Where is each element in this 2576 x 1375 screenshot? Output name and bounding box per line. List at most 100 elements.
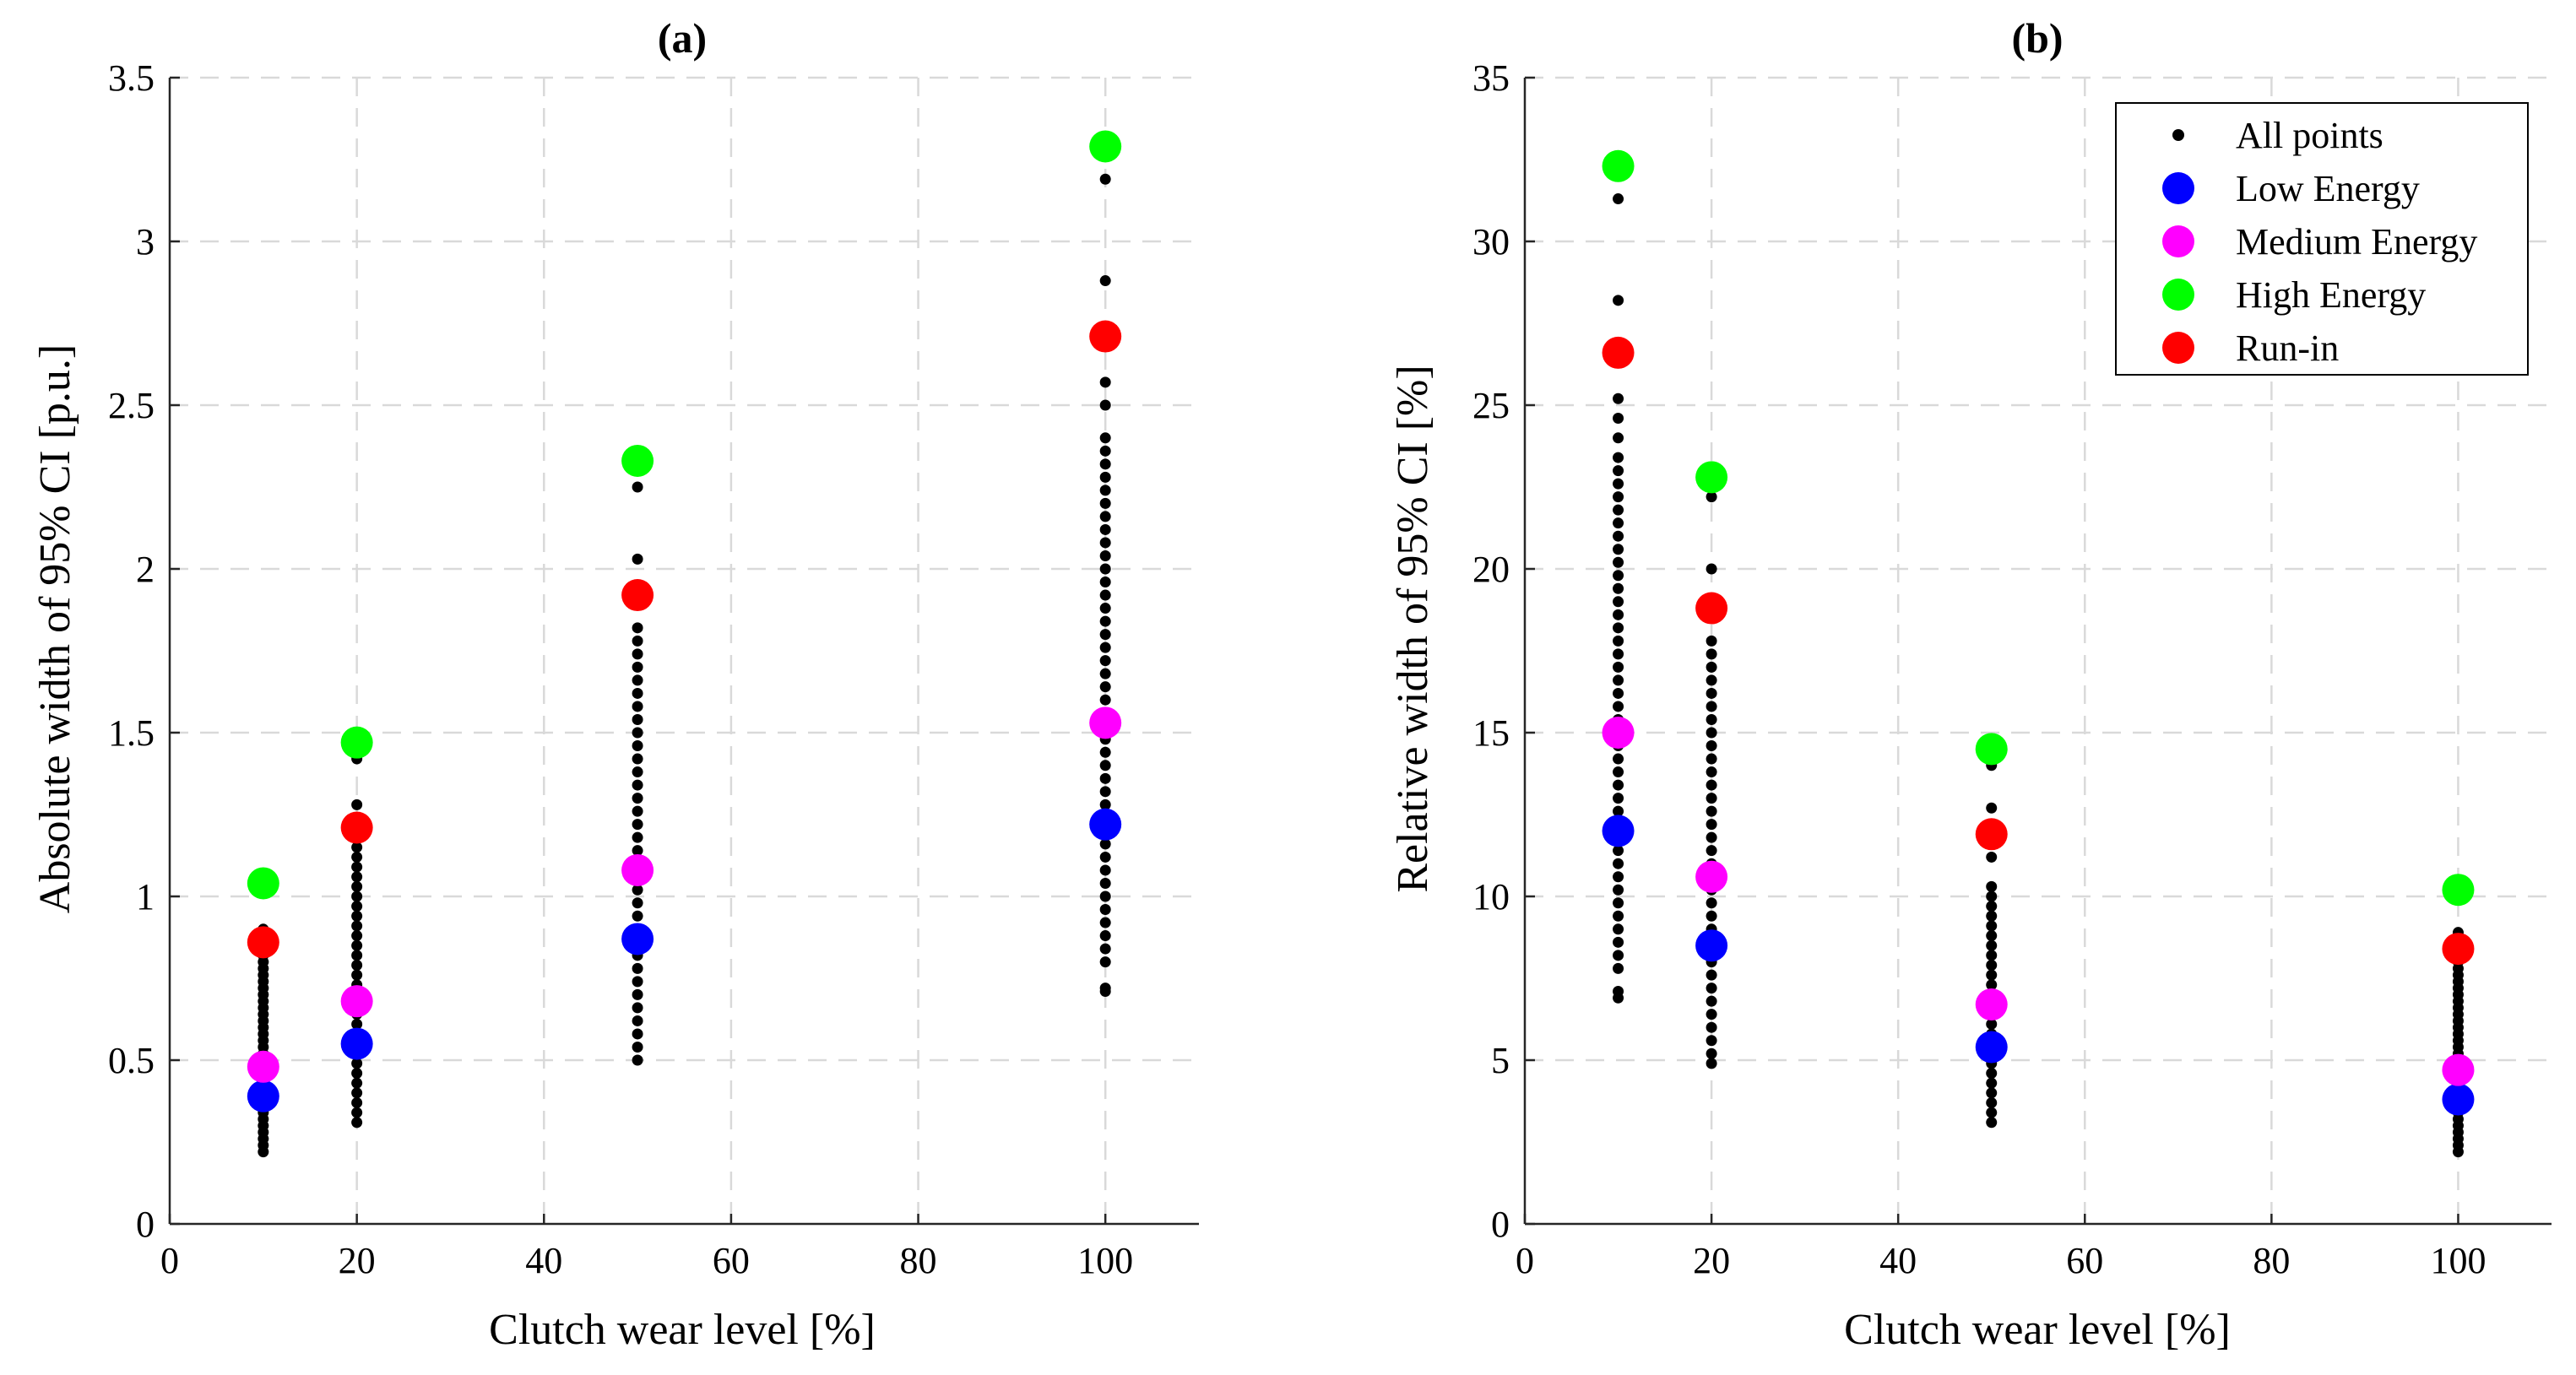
- panel-b-all-point: [1613, 530, 1624, 542]
- panel-a-all-point: [1099, 956, 1111, 968]
- panel-a-run-in-marker: [1089, 320, 1122, 353]
- panel-b-all-point: [1706, 983, 1717, 994]
- panel-b-all-point: [1986, 1087, 1998, 1099]
- panel-b-all-point: [1986, 891, 1998, 902]
- panel-a-all-point: [632, 831, 643, 843]
- panel-a-all-point: [1099, 786, 1111, 798]
- panel-a-all-point: [1099, 589, 1111, 601]
- panel-b-all-point: [1706, 845, 1717, 857]
- panel-b-x-tick-label: 0: [1516, 1240, 1534, 1281]
- panel-a-all-point: [1099, 511, 1111, 522]
- panel-a-all-point: [632, 805, 643, 817]
- panel-b-medium-energy-marker: [1975, 988, 2008, 1021]
- panel-b-low-energy-marker: [2442, 1083, 2475, 1116]
- panel-b-all-point: [1986, 920, 1998, 932]
- panel-a-all-point: [1099, 864, 1111, 876]
- panel-a-all-point: [1099, 376, 1111, 388]
- panel-a-all-point: [632, 753, 643, 765]
- panel-a-all-point: [632, 553, 643, 565]
- panel-a-all-point: [351, 1018, 363, 1030]
- panel-a-all-point: [351, 950, 363, 961]
- panel-a-high-energy-marker: [1089, 130, 1122, 163]
- panel-b-all-point: [1986, 930, 1998, 942]
- panel-b-all-point: [1613, 766, 1624, 778]
- panel-b-x-tick-label: 80: [2253, 1240, 2290, 1281]
- panel-a-all-point: [351, 891, 363, 902]
- panel-b-all-point: [1706, 701, 1717, 712]
- panel-a-all-point: [632, 661, 643, 673]
- panel-a-run-in-marker: [247, 926, 279, 959]
- panel-b-all-point: [1986, 1077, 1998, 1089]
- panel-b: 0 20 40 60 80 100 0 5 10 15 20 25 30 35 (b) Clutch we…: [1389, 14, 2552, 1354]
- panel-b-all-point: [1706, 969, 1717, 981]
- panel-a-all-point: [632, 976, 643, 988]
- panel-b-high-energy-marker: [1975, 733, 2008, 766]
- panel-a-all-point: [632, 740, 643, 752]
- legend-run-in-swatch: [2162, 332, 2194, 364]
- panel-a-all-point: [351, 910, 363, 922]
- panel-b-all-point: [1706, 1021, 1717, 1033]
- panel-b-run-in-marker: [1695, 592, 1728, 625]
- panel-b-all-point: [1613, 635, 1624, 647]
- panel-a-all-point: [1099, 173, 1111, 185]
- panel-b-all-point: [1613, 701, 1624, 712]
- panel-b-all-point: [1613, 897, 1624, 909]
- panel-a-all-point: [351, 1087, 363, 1099]
- panel-b-all-point: [1706, 713, 1717, 725]
- panel-a-all-point: [1099, 549, 1111, 561]
- panel-a-run-in-marker: [621, 579, 654, 612]
- panel-a-all-point: [632, 1002, 643, 1014]
- panel-a-all-point: [632, 622, 643, 634]
- panel-a-all-point: [632, 713, 643, 725]
- panel-a-all-point: [1099, 851, 1111, 863]
- panel-a-all-point: [632, 481, 643, 493]
- panel-b-all-point: [1613, 622, 1624, 634]
- panel-b-run-in-marker: [1975, 818, 2008, 851]
- panel-a-all-point: [351, 880, 363, 892]
- panel-b-all-point: [1613, 986, 1624, 998]
- panel-a-all-point: [351, 901, 363, 912]
- panel-a-all-point: [1099, 760, 1111, 771]
- panel-b-all-point: [1613, 648, 1624, 660]
- panel-a-all-point: [1099, 471, 1111, 483]
- panel-a-all-point: [632, 884, 643, 896]
- panel-b-y-tick-label: 20: [1472, 549, 1510, 590]
- panel-b-low-energy-marker: [1602, 815, 1635, 847]
- panel-a-all-point: [632, 962, 643, 974]
- panel-b-all-point: [1706, 563, 1717, 575]
- panel-a-all-point: [351, 939, 363, 951]
- panel-a-x-tick-label: 0: [160, 1240, 179, 1281]
- panel-a-all-point: [632, 793, 643, 804]
- panel-a-all-point: [632, 1028, 643, 1040]
- panel-b-x-axis-label: Clutch wear level [%]: [1844, 1306, 2231, 1354]
- panel-a-series: [247, 130, 1122, 1112]
- panel-b-all-point: [1706, 1058, 1717, 1069]
- panel-b-all-point: [1986, 959, 1998, 971]
- legend-high-energy-swatch: [2162, 279, 2194, 311]
- panel-a-low-energy-marker: [340, 1027, 373, 1060]
- legend-high-energy-label: High Energy: [2236, 274, 2426, 316]
- panel-b-all-point: [1613, 452, 1624, 463]
- panel-b-all-point: [1613, 465, 1624, 477]
- panel-a-all-point: [1099, 484, 1111, 496]
- panel-b-all-point: [1706, 1009, 1717, 1020]
- panel-b-all-point: [1706, 766, 1717, 778]
- panel-a-all-point: [351, 1096, 363, 1108]
- panel-b-all-point: [1613, 923, 1624, 935]
- panel-b-all-point: [1986, 1068, 1998, 1080]
- panel-b-all-point: [1986, 910, 1998, 922]
- panel-a-all-point: [351, 1107, 363, 1118]
- panel-b-all-point: [1706, 779, 1717, 791]
- panel-b-all-point: [1613, 596, 1624, 608]
- panel-a-high-energy-marker: [247, 867, 279, 900]
- panel-b-all-point: [1986, 1107, 1998, 1118]
- panel-b-all-point: [1706, 1047, 1717, 1059]
- panel-b-all-point: [1706, 674, 1717, 686]
- panel-a-all-point: [632, 687, 643, 699]
- panel-a-y-tick-label: 2.5: [108, 385, 155, 426]
- panel-b-all-point: [1986, 979, 1998, 991]
- panel-b-all-point: [1613, 556, 1624, 568]
- panel-a-all-point: [1099, 877, 1111, 889]
- panel-b-medium-energy-marker: [1695, 860, 1728, 893]
